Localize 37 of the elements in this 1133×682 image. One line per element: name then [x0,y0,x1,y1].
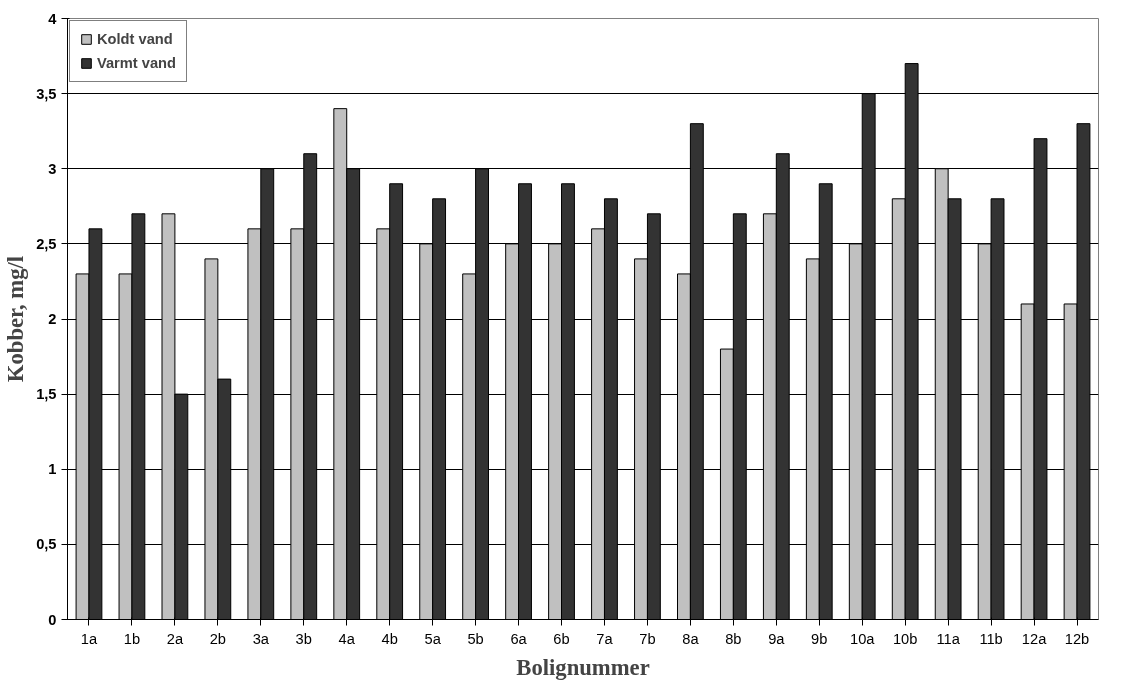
y-tick-label: 0 [48,611,57,628]
x-tick-label: 10b [892,630,918,647]
legend-label: Koldt vand [97,31,173,47]
x-tick-label: 4a [338,630,356,647]
y-tick-label: 3,5 [36,85,57,102]
x-tick-label: 2a [166,630,184,647]
y-tick-label: 3 [48,160,57,177]
x-tick-label: 2b [209,630,227,647]
x-tick-label: 1a [80,630,98,647]
x-tick-label: 3b [295,630,312,647]
y-tick-label: 1,5 [36,386,57,403]
x-tick-label: 5a [424,630,442,647]
y-tick-label: 2,5 [36,235,57,252]
x-axis-title: Bolignummer [516,654,650,680]
x-tick-label: 8a [682,630,700,647]
x-tick-label: 8b [725,630,742,647]
x-tick-label: 12b [1064,630,1090,647]
legend-label: Varmt vand [97,55,177,71]
x-tick-label: 7b [639,630,656,647]
x-tick-label: 7a [596,630,614,647]
x-tick-label: 12a [1021,630,1048,647]
x-tick-label: 10a [850,630,876,647]
x-tick-label: 4b [381,630,398,647]
x-tick-label: 1b [123,630,141,647]
x-tick-label: 9b [811,630,828,647]
y-axis-title: Kobber, mg/l [3,255,29,383]
x-tick-label: 5b [467,630,484,647]
y-tick-label: 0,5 [36,536,57,553]
x-tick-label: 6b [553,630,570,647]
x-tick-label: 11b [979,630,1003,647]
x-tick-label: 6a [510,630,528,647]
x-tick-label: 3a [252,630,270,647]
x-tick-label: 9a [768,630,786,647]
y-tick-label: 4 [48,10,58,27]
y-tick-label: 1 [48,461,57,478]
x-tick-label: 11a [936,630,961,647]
y-tick-label: 2 [48,311,57,327]
